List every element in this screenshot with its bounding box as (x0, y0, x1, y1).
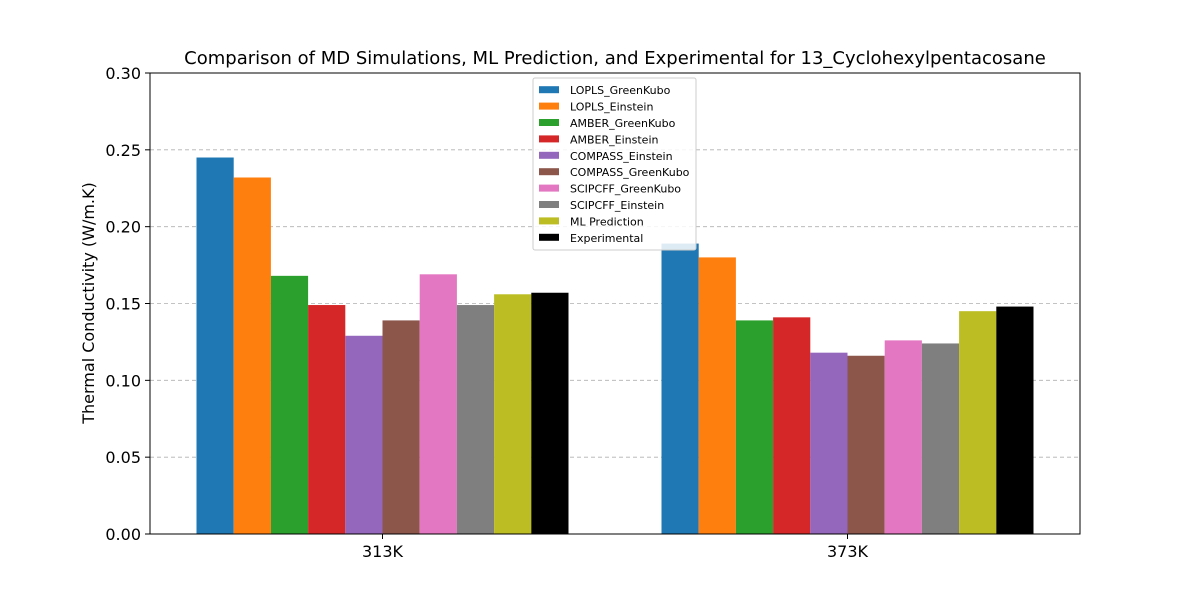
bar (921, 343, 960, 534)
chart-title: Comparison of MD Simulations, ML Predict… (184, 48, 1046, 69)
y-tick-label: 0.20 (105, 218, 141, 237)
bar (308, 305, 346, 534)
bar (735, 320, 774, 534)
legend-label: Experimental (570, 232, 643, 245)
bar (996, 306, 1034, 534)
axes: 0.00 0.05 0.10 0.15 0.20 0.25 0.30 313K 373K (105, 64, 1081, 561)
legend-swatch (539, 86, 559, 94)
legend-label: SCIPCFF_Einstein (570, 199, 664, 212)
legend-swatch (539, 119, 559, 126)
bar (531, 292, 569, 534)
legend-swatch (539, 151, 559, 159)
y-tick-label: 0.30 (105, 64, 141, 83)
bar (661, 243, 699, 534)
y-axis-label: Thermal Conductivity (W/m.K) (79, 182, 98, 425)
legend-label: AMBER_GreenKubo (570, 117, 676, 130)
legend-label: AMBER_Einstein (570, 133, 659, 146)
legend-swatch (539, 102, 559, 110)
y-tick-label: 0.00 (105, 525, 141, 544)
legend: LOPLS_GreenKubo LOPLS_Einstein AMBER_Green… (532, 77, 697, 251)
legend-label: SCIPCFF_GreenKubo (570, 183, 681, 196)
legend-swatch (539, 135, 559, 143)
y-tick-label: 0.10 (105, 371, 141, 390)
plot-frame (149, 72, 1081, 535)
legend-label: ML Prediction (570, 215, 644, 228)
bar (233, 177, 271, 534)
legend-swatch (539, 233, 559, 241)
bar (698, 257, 736, 534)
legend-swatch (539, 217, 559, 225)
legend-label: COMPASS_GreenKubo (570, 166, 690, 179)
y-tick-label: 0.25 (105, 141, 141, 160)
legend-swatch (539, 184, 559, 192)
bars (196, 157, 1034, 534)
bar (494, 294, 532, 534)
bar (773, 317, 811, 534)
legend-label: COMPASS_Einstein (570, 150, 673, 163)
bar (456, 305, 495, 534)
legend-label: LOPLS_GreenKubo (570, 84, 671, 97)
y-tick-label: 0.05 (105, 448, 141, 467)
legend-box (532, 77, 697, 251)
legend-label: LOPLS_Einstein (570, 101, 653, 114)
bar (847, 355, 885, 534)
bar (196, 157, 234, 534)
bar (959, 311, 997, 534)
bar (810, 352, 848, 534)
bar (419, 274, 457, 534)
legend-swatch (539, 168, 559, 176)
x-tick-label: 373K (827, 542, 869, 561)
legend-swatch (539, 201, 559, 208)
y-tick-label: 0.15 (105, 295, 141, 314)
bar (270, 275, 309, 534)
x-tick-label: 313K (362, 542, 404, 561)
bar (382, 320, 420, 534)
bar (345, 335, 383, 534)
bar (884, 340, 922, 534)
